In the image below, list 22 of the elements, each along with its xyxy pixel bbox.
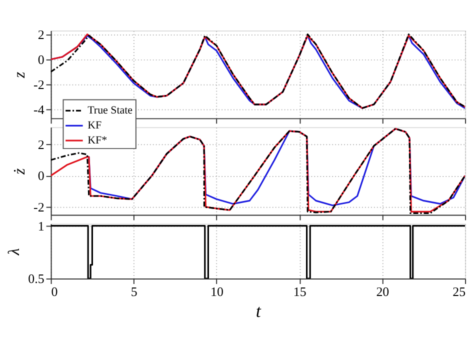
y-axis-title: λ <box>6 248 24 256</box>
x-tick-label: 0 <box>51 284 58 299</box>
y-axis-title: z <box>12 72 29 79</box>
y-tick-label: 1 <box>38 218 44 234</box>
y-tick-label: -4 <box>34 102 45 117</box>
x-axis-title: t <box>256 300 262 321</box>
legend-label: KF <box>88 120 102 132</box>
y-tick-label: -2 <box>34 199 44 214</box>
y-tick-label: 0 <box>38 168 44 184</box>
y-tick-label: 2 <box>38 136 44 152</box>
y-tick-label: 0.5 <box>28 270 44 286</box>
x-tick-label: 25 <box>452 284 466 299</box>
x-tick-label: 15 <box>293 284 306 299</box>
x-tick-label: 5 <box>130 284 138 299</box>
legend-label: True State <box>88 104 133 117</box>
y-tick-label: 0 <box>38 52 44 67</box>
y-tick-label: 2 <box>38 26 44 42</box>
legend-label: KF* <box>88 134 108 147</box>
y-axis-title: ż <box>12 168 29 176</box>
x-tick-label: 10 <box>210 284 224 299</box>
y-tick-label: -2 <box>34 76 44 92</box>
x-tick-label: 20 <box>376 284 390 299</box>
